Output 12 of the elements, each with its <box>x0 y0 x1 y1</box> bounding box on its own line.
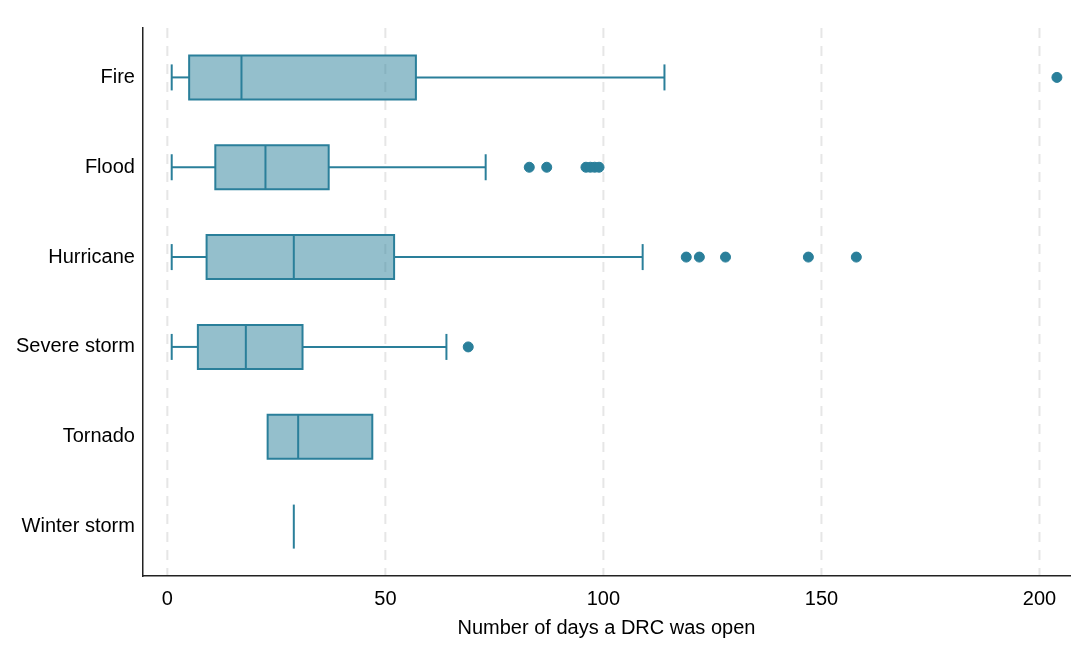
x-tick-label: 50 <box>374 586 397 609</box>
y-tick-label: Flood <box>84 154 135 177</box>
x-tick-label: 150 <box>804 586 839 609</box>
y-tick-label: Winter storm <box>21 514 135 537</box>
y-tick-label: Fire <box>100 64 135 87</box>
x-tick-label: 0 <box>161 586 173 609</box>
y-tick-label: Tornado <box>62 424 135 447</box>
y-tick-label: Severe storm <box>15 334 135 357</box>
x-tick-label: 200 <box>1022 586 1057 609</box>
x-axis-title: Number of days a DRC was open <box>457 615 756 638</box>
y-tick-label: Hurricane <box>48 244 135 267</box>
x-tick-label: 100 <box>586 586 621 609</box>
